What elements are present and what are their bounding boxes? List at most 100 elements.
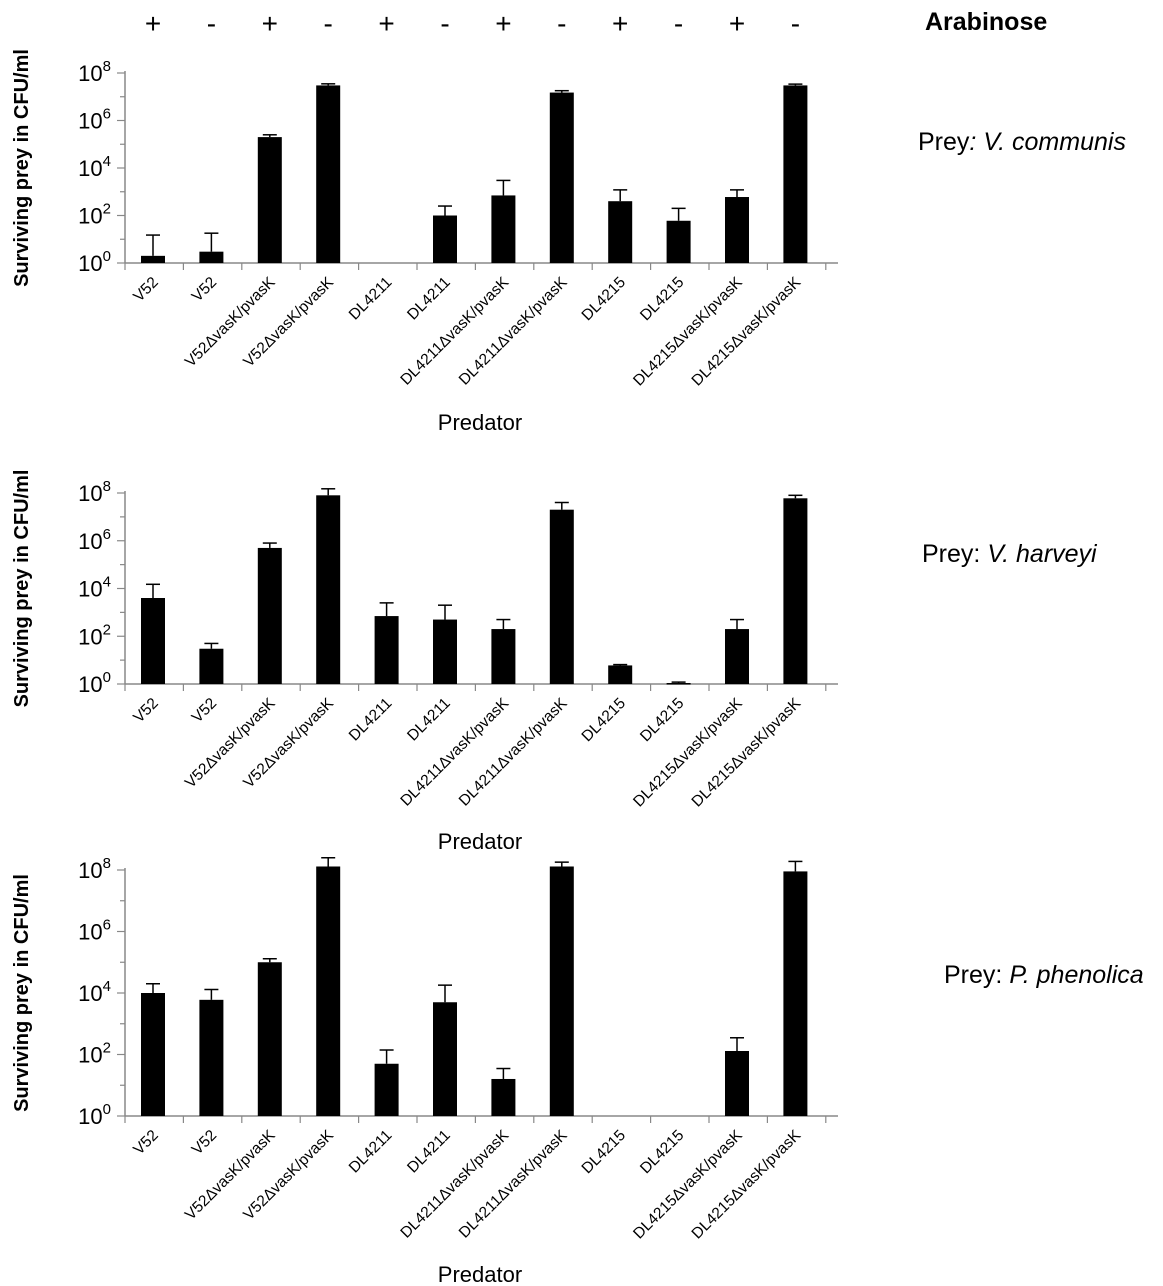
y-tick-label: 100	[78, 669, 111, 697]
x-tick-label: DL4215	[637, 1127, 687, 1177]
y-tick-label: 104	[78, 574, 111, 602]
x-tick-label: DL4215	[579, 1127, 629, 1177]
arabinose-sign: -	[207, 8, 216, 39]
y-axis-title: Surviving prey in CFU/ml	[11, 874, 33, 1112]
bar	[374, 1063, 399, 1116]
x-tick-label: DL4211	[404, 1127, 454, 1177]
x-tick-label: DL4215ΔvasK/pvasK	[630, 694, 746, 810]
x-tick-label: V52	[189, 695, 221, 727]
bar	[491, 1078, 516, 1116]
x-tick-label: V52	[130, 1127, 162, 1159]
x-tick-label: V52	[130, 274, 162, 306]
bar	[491, 629, 516, 684]
x-axis-title: Predator	[438, 829, 522, 854]
y-tick-label: 102	[78, 201, 111, 229]
x-tick-label: V52	[189, 1127, 221, 1159]
x-tick-label: DL4215	[579, 695, 629, 745]
y-axis-title: Surviving prey in CFU/ml	[11, 49, 33, 287]
x-tick-label: DL4211ΔvasK/pvasK	[397, 1126, 512, 1241]
y-tick-label: 106	[78, 106, 111, 134]
y-tick-label: 100	[78, 248, 111, 276]
x-tick-label: V52	[189, 274, 221, 306]
prey-label-0: Prey: V. communis	[918, 128, 1126, 157]
arabinose-sign: +	[495, 8, 511, 39]
bar	[783, 85, 808, 264]
y-tick-label: 104	[78, 978, 111, 1006]
arabinose-sign: -	[440, 8, 449, 39]
bar	[433, 1002, 457, 1116]
bar	[666, 220, 691, 263]
prey-separator: :	[969, 128, 984, 156]
x-axis-title: Predator	[438, 1262, 522, 1286]
prey-species: V. harveyi	[987, 540, 1097, 568]
bar	[725, 197, 749, 263]
bar	[199, 999, 224, 1116]
bar	[199, 251, 224, 263]
prey-prefix: Prey	[922, 540, 974, 568]
bar	[725, 1050, 749, 1116]
x-tick-label: DL4215	[637, 274, 687, 324]
y-axis-title: Surviving prey in CFU/ml	[11, 470, 33, 708]
bar	[316, 85, 341, 264]
prey-prefix: Prey	[918, 128, 970, 156]
prey-separator: :	[995, 961, 1010, 989]
bar	[316, 495, 341, 684]
x-tick-label: DL4215	[637, 695, 687, 745]
y-tick-label: 108	[78, 855, 111, 883]
bar	[549, 92, 574, 263]
x-tick-label: DL4211ΔvasK/pvasK	[397, 694, 512, 809]
bar	[257, 962, 282, 1116]
x-tick-label: DL4215ΔvasK/pvasK	[630, 1126, 746, 1242]
x-tick-label: DL4215ΔvasK/pvasK	[689, 694, 805, 810]
y-tick-label: 102	[78, 621, 111, 649]
prey-prefix: Prey	[944, 961, 996, 989]
arabinose-sign: -	[557, 8, 566, 39]
bar	[433, 619, 457, 684]
y-tick-label: 100	[78, 1101, 111, 1129]
x-tick-label: DL4211	[346, 274, 396, 324]
bar	[141, 598, 165, 684]
bar	[666, 683, 691, 685]
y-tick-label: 106	[78, 917, 111, 945]
prey-species: P. phenolica	[1009, 961, 1144, 989]
arabinose-label: Arabinose	[925, 8, 1047, 36]
x-tick-label: DL4215ΔvasK/pvasK	[689, 1126, 805, 1242]
bar	[549, 866, 574, 1116]
y-tick-label: 108	[78, 58, 111, 86]
bar	[433, 215, 457, 263]
x-tick-label: DL4211	[404, 695, 454, 745]
bar	[257, 137, 282, 263]
x-tick-label: DL4211	[346, 1127, 396, 1177]
arabinose-sign: +	[729, 8, 745, 39]
bar	[608, 665, 633, 684]
x-tick-label: DL4211	[346, 695, 396, 745]
bar	[141, 255, 165, 263]
y-tick-label: 102	[78, 1040, 111, 1068]
x-tick-label: DL4215	[579, 274, 629, 324]
bar	[783, 871, 808, 1116]
bar	[316, 866, 341, 1116]
bar	[257, 547, 282, 684]
arabinose-sign: -	[674, 8, 683, 39]
bar	[374, 616, 399, 684]
arabinose-sign: +	[262, 8, 278, 39]
x-tick-label: DL4215ΔvasK/pvasK	[689, 273, 805, 389]
bar	[725, 629, 749, 684]
y-tick-label: 104	[78, 153, 111, 181]
y-tick-label: 106	[78, 526, 111, 554]
prey-label-1: Prey: V. harveyi	[922, 540, 1097, 569]
bar	[491, 195, 516, 263]
arabinose-sign: +	[612, 8, 628, 39]
arabinose-sign: +	[145, 8, 161, 39]
x-tick-label: V52	[130, 695, 162, 727]
x-tick-label: DL4211ΔvasK/pvasK	[456, 694, 571, 809]
bar	[141, 993, 165, 1116]
bar	[608, 201, 633, 263]
arabinose-sign: +	[378, 8, 394, 39]
bar	[783, 498, 808, 684]
x-tick-label: DL4211ΔvasK/pvasK	[456, 1126, 571, 1241]
